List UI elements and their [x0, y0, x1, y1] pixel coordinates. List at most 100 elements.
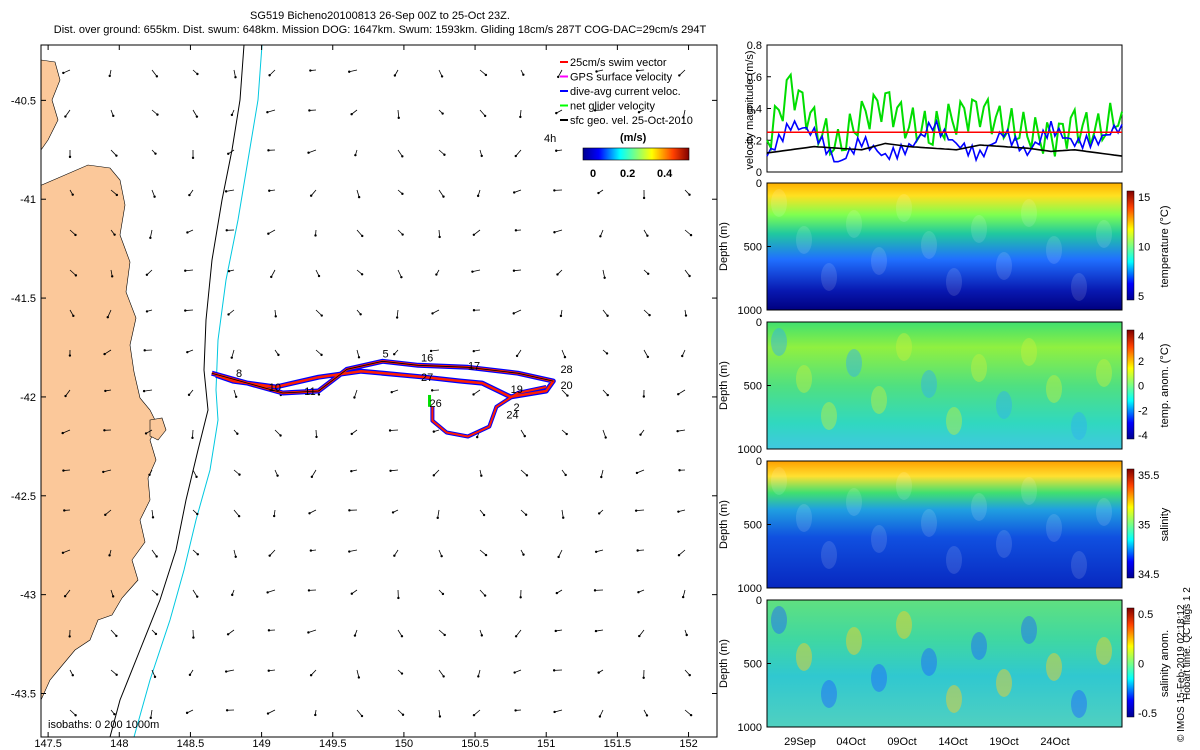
section-colorbar: [1126, 190, 1135, 301]
depth-ylabel: Depth (m): [718, 361, 730, 410]
colorbar-tick-label: 0: [1138, 381, 1144, 393]
colorbar-label: temp. anom. (°C): [1159, 344, 1171, 428]
map-legend: 25cm/s swim vector GPS surface velocity di…: [544, 57, 693, 180]
isobath-1000m: [133, 45, 263, 737]
dive-label: 20: [560, 380, 572, 392]
section-image: [767, 183, 1122, 310]
colorbar-label: temperature (°C): [1159, 205, 1171, 287]
time-tick-label: 19Oct: [989, 736, 1018, 748]
map-frame: [40, 44, 718, 738]
depth-tick-label: 0: [756, 178, 762, 190]
velocity-series-line: [766, 72, 1123, 157]
dive-label: 5: [383, 348, 389, 360]
figure-title: SG519 Bicheno20100813 26-Sep 00Z to 25-O…: [250, 10, 510, 22]
lat-tick-label: -41: [20, 194, 36, 206]
legend-entry: net glider velocity: [570, 101, 655, 113]
glider-track: [211, 358, 556, 439]
colorbar-tick-label: 0.5: [1138, 609, 1153, 621]
lon-tick-label: 147.5: [34, 738, 62, 750]
lat-tick-label: -40.5: [11, 95, 36, 107]
lon-tick-label: 150.5: [461, 738, 489, 750]
dive-label: 10: [269, 382, 281, 394]
depth-tick-label: 500: [744, 242, 762, 254]
depth-tick-label: 1000: [738, 722, 762, 734]
lon-tick-label: 150: [395, 738, 413, 750]
section-panel-0: 0 500 1000 Depth (m) 15 10 5 temperature (°C): [718, 178, 1171, 317]
colorbar-tick-label: 0: [1138, 659, 1144, 671]
colorbar-tick-label: 10: [1138, 242, 1150, 254]
colorbar-tick-label: -2: [1138, 405, 1148, 417]
dive-label: 11: [304, 386, 315, 398]
section-panel-1: 0 500 1000 Depth (m) 4 2 0 -2 -4 temp. anom. (°C): [718, 317, 1171, 456]
dive-label: 26: [430, 398, 442, 410]
colorbar-tick-0: 0: [590, 168, 596, 180]
velocity-series-line: [766, 118, 1123, 163]
section-image: [767, 322, 1122, 449]
colorbar-label: salinity: [1159, 507, 1171, 541]
speed-colorbar: [582, 147, 690, 161]
section-colorbar: [1126, 329, 1135, 440]
velocity-ylabel: velocity magnitude (m/s): [744, 50, 756, 169]
velocity-series-line: [766, 142, 1123, 157]
schouten-island: [149, 417, 167, 441]
colorbar-tick-label: 5: [1138, 291, 1144, 303]
depth-tick-label: 1000: [738, 305, 762, 317]
copyright-stamp: © IMOS 15-Feb-2019 02:18:12: [1176, 604, 1187, 742]
lat-tick-label: -42.5: [11, 491, 36, 503]
dive-label: 28: [560, 364, 572, 376]
section-panel-2: 0 500 1000 Depth (m) 35.5 35 34.5 salinity: [718, 456, 1171, 595]
depth-ylabel: Depth (m): [718, 222, 730, 271]
colorbar-tick-1: 0.2: [620, 168, 635, 180]
section-colorbar: [1126, 468, 1135, 579]
velocity-tick-label: 0.6: [747, 72, 762, 84]
lon-tick-label: 148.5: [177, 738, 205, 750]
lon-tick-label: 148: [110, 738, 128, 750]
isobath-legend: isobaths: 0 200 1000m: [48, 719, 159, 731]
dive-label: 19: [511, 384, 523, 396]
track-dive-labels: 8 10 11 5 16 17 27 28 20 19 26 224: [236, 348, 573, 421]
legend-4h-label: 4h: [544, 133, 556, 145]
lat-tick-label: -43: [20, 590, 36, 602]
depth-tick-label: 500: [744, 659, 762, 671]
tasmania-landmass: [41, 164, 159, 701]
dive-label: 16: [421, 352, 433, 364]
depth-tick-label: 500: [744, 520, 762, 532]
dive-label: 2: [513, 402, 519, 414]
section-colorbar: [1126, 607, 1135, 718]
time-tick-label: 14Oct: [938, 736, 967, 748]
colorbar-tick-label: 4: [1138, 331, 1144, 343]
time-tick-label: 09Oct: [887, 736, 916, 748]
lon-tick-label: 152: [679, 738, 697, 750]
velocity-tick-label: 0.2: [747, 135, 762, 147]
lon-tick-label: 151: [537, 738, 555, 750]
velocity-tick-label: 0: [756, 167, 762, 179]
section-image: [767, 461, 1122, 588]
lat-tick-label: -41.5: [11, 293, 36, 305]
side-note: Hobart time. QC flags 1 2: [1182, 587, 1193, 700]
map-axis-ticks: 147.5 148 148.5 149 149.5 150 150.5 151 151.5 152…: [11, 45, 717, 750]
depth-ylabel: Depth (m): [718, 639, 730, 688]
depth-tick-label: 1000: [738, 583, 762, 595]
time-tick-label: 29Sep: [784, 736, 816, 748]
velocity-panel: 0 0.2 0.4 0.6 0.8 velocity magnitude (m/s): [744, 40, 1123, 179]
lon-tick-label: 149.5: [319, 738, 347, 750]
colorbar-tick-label: 15: [1138, 192, 1150, 204]
colorbar-tick-label: 35: [1138, 520, 1150, 532]
velocity-frame: [766, 44, 1123, 173]
figure-subtitle: Dist. over ground: 655km. Dist. swum: 64…: [53, 24, 707, 36]
colorbar-tick-label: 2: [1138, 356, 1144, 368]
depth-tick-label: 0: [756, 456, 762, 468]
lon-tick-label: 151.5: [604, 738, 632, 750]
velocity-tick-label: 0.8: [747, 40, 762, 52]
section-image: [767, 600, 1122, 727]
lat-tick-label: -43.5: [11, 689, 36, 701]
dive-label: 8: [236, 368, 242, 380]
map-panel: 8 10 11 5 16 17 27 28 20 19 26 224 147.5 148 148.5 149…: [11, 44, 718, 750]
legend-entry: 25cm/s swim vector: [570, 57, 667, 69]
depth-tick-label: 0: [756, 595, 762, 607]
lat-tick-label: -42: [20, 392, 36, 404]
legend-entry: sfc geo. vel. 25-Oct-2010: [570, 115, 693, 127]
surface-velocity-arrows: [61, 69, 693, 720]
